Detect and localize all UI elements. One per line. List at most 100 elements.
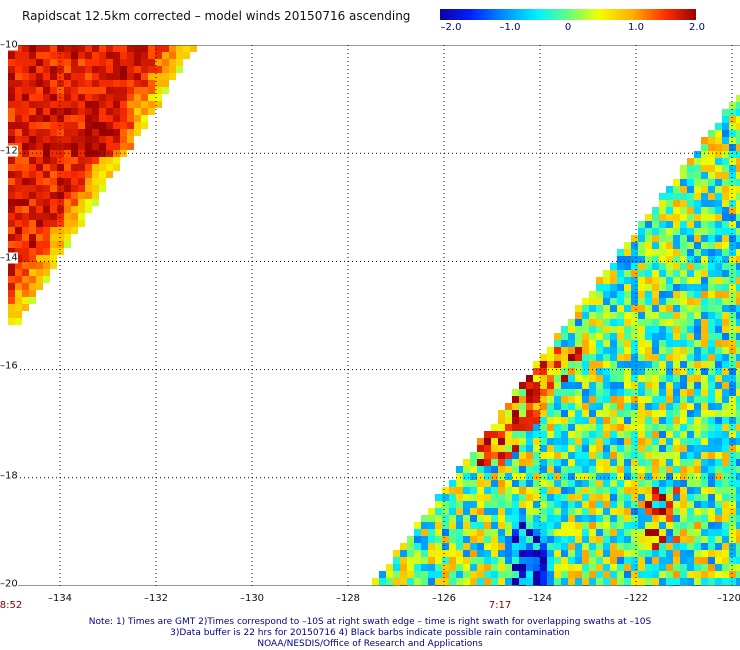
wind-cell — [603, 515, 610, 522]
wind-cell — [113, 101, 120, 108]
wind-cell — [526, 501, 533, 508]
wind-cell — [57, 220, 64, 227]
wind-cell — [29, 213, 36, 220]
wind-cell — [106, 150, 113, 157]
wind-cell — [729, 263, 736, 270]
wind-cell — [624, 354, 631, 361]
wind-cell — [568, 361, 575, 368]
wind-cell — [71, 164, 78, 171]
wind-cell — [36, 276, 43, 283]
wind-cell — [708, 543, 715, 550]
wind-cell — [645, 466, 652, 473]
wind-cell — [729, 207, 736, 214]
wind-cell — [43, 108, 50, 115]
wind-cell — [491, 445, 498, 452]
wind-cell — [29, 199, 36, 206]
wind-cell — [708, 298, 715, 305]
wind-cell — [64, 129, 71, 136]
wind-cell — [617, 578, 624, 585]
wind-cell — [708, 235, 715, 242]
wind-cell — [638, 242, 645, 249]
wind-cell — [505, 522, 512, 529]
wind-cell — [547, 480, 554, 487]
wind-cell — [57, 52, 64, 59]
wind-cell — [85, 178, 92, 185]
wind-cell — [582, 361, 589, 368]
wind-cell — [631, 466, 638, 473]
wind-cell — [687, 214, 694, 221]
wind-cell — [701, 480, 708, 487]
wind-cell — [449, 557, 456, 564]
wind-cell — [652, 235, 659, 242]
wind-cell — [645, 494, 652, 501]
wind-cell — [722, 228, 729, 235]
wind-cell — [687, 270, 694, 277]
wind-cell — [617, 571, 624, 578]
wind-cell — [106, 59, 113, 66]
wind-cell — [85, 87, 92, 94]
wind-cell — [505, 550, 512, 557]
wind-cell — [708, 326, 715, 333]
wind-cell — [36, 80, 43, 87]
wind-cell — [456, 571, 463, 578]
wind-cell — [631, 564, 638, 571]
wind-cell — [141, 52, 148, 59]
wind-cell — [729, 123, 736, 130]
wind-cell — [568, 333, 575, 340]
wind-cell — [71, 178, 78, 185]
wind-cell — [631, 438, 638, 445]
wind-cell — [498, 501, 505, 508]
wind-cell — [645, 578, 652, 585]
wind-cell — [596, 354, 603, 361]
wind-cell — [120, 143, 127, 150]
wind-cell — [610, 403, 617, 410]
wind-cell — [631, 277, 638, 284]
wind-cell — [722, 249, 729, 256]
wind-cell — [736, 445, 740, 452]
wind-cell — [645, 263, 652, 270]
wind-cell — [50, 241, 57, 248]
wind-cell — [120, 66, 127, 73]
wind-cell — [470, 501, 477, 508]
wind-cell — [722, 340, 729, 347]
wind-cell — [15, 241, 22, 248]
wind-cell — [29, 94, 36, 101]
wind-cell — [708, 214, 715, 221]
wind-cell — [519, 445, 526, 452]
wind-cell — [729, 221, 736, 228]
wind-cell — [547, 529, 554, 536]
wind-cell — [582, 410, 589, 417]
wind-cell — [127, 80, 134, 87]
wind-cell — [463, 487, 470, 494]
wind-cell — [141, 73, 148, 80]
wind-cell — [50, 199, 57, 206]
wind-cell — [631, 452, 638, 459]
wind-cell — [29, 129, 36, 136]
wind-cell — [463, 494, 470, 501]
wind-cell — [729, 564, 736, 571]
wind-cell — [470, 543, 477, 550]
wind-cell — [582, 326, 589, 333]
wind-cell — [484, 550, 491, 557]
wind-cell — [519, 389, 526, 396]
wind-cell — [708, 459, 715, 466]
wind-cell — [715, 347, 722, 354]
wind-cell — [589, 326, 596, 333]
wind-cell — [610, 333, 617, 340]
wind-cell — [533, 361, 540, 368]
wind-cell — [708, 375, 715, 382]
wind-cell — [722, 382, 729, 389]
wind-cell — [603, 284, 610, 291]
wind-cell — [512, 480, 519, 487]
wind-cell — [652, 263, 659, 270]
wind-cell — [715, 431, 722, 438]
wind-cell — [582, 431, 589, 438]
wind-cell — [715, 571, 722, 578]
wind-cell — [540, 382, 547, 389]
wind-cell — [43, 143, 50, 150]
wind-cell — [589, 347, 596, 354]
wind-cell — [610, 515, 617, 522]
wind-cell — [519, 494, 526, 501]
wind-cell — [729, 487, 736, 494]
lon-label: –120 — [716, 593, 740, 604]
